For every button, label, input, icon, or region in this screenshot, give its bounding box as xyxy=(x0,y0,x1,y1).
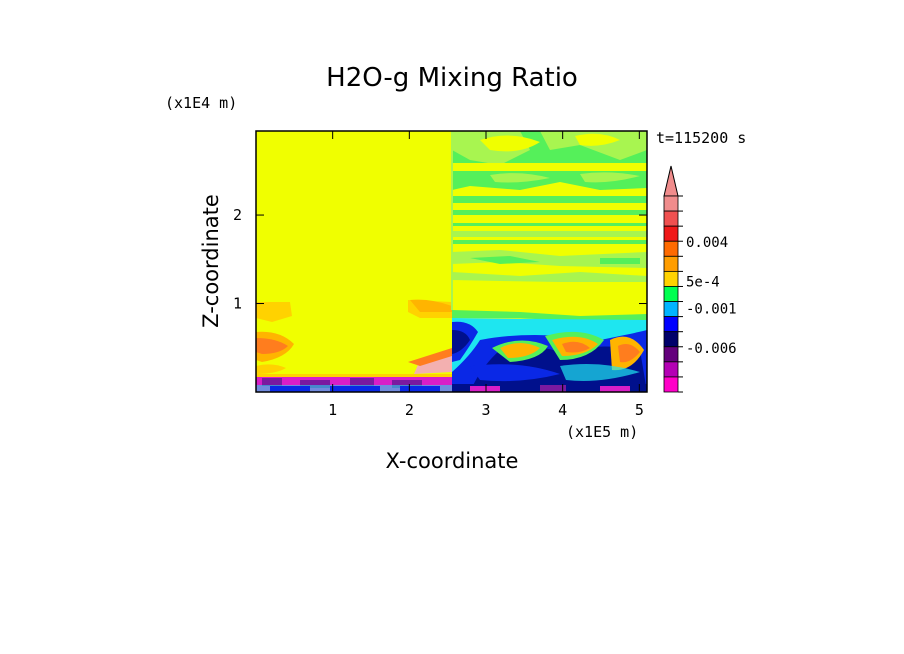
time-label: t=115200 s xyxy=(656,129,746,147)
plot-area xyxy=(256,131,647,392)
colorbar-segment xyxy=(663,286,679,302)
colorbar-extend-arrow xyxy=(663,165,679,197)
x-tick-label: 5 xyxy=(635,401,644,419)
x-axis: 1 2 3 4 5 xyxy=(328,131,644,419)
y-tick-label: 1 xyxy=(233,295,242,313)
colorbar-segment xyxy=(663,376,679,393)
colorbar-segment xyxy=(663,301,679,318)
upper-green-bands xyxy=(452,131,647,282)
y-axis-label: Z-coordinate xyxy=(199,194,223,328)
colorbar-label: 5e-4 xyxy=(686,274,720,290)
colorbar-label: -0.006 xyxy=(686,341,737,357)
plot-frame xyxy=(255,130,648,393)
colorbar-segment xyxy=(663,195,679,212)
colorbar-segment xyxy=(663,346,679,363)
x-tick-label: 2 xyxy=(405,401,414,419)
x-tick-label: 1 xyxy=(328,401,337,419)
y-axis: 12 xyxy=(233,206,647,313)
left-orange-blobs xyxy=(256,299,452,378)
colorbar-label: -0.001 xyxy=(686,302,737,318)
x-scale-label: (x1E5 m) xyxy=(566,423,638,441)
colorbar-segment xyxy=(663,361,679,378)
left-bottom-layer xyxy=(256,377,452,392)
colorbar-segment xyxy=(663,316,679,333)
colorbar-segment xyxy=(663,240,679,257)
colorbar-segment xyxy=(663,225,679,242)
x-axis-label: X-coordinate xyxy=(386,449,519,473)
colorbar-segment xyxy=(663,331,679,348)
y-scale-label: (x1E4 m) xyxy=(165,94,237,112)
colorbar-segment xyxy=(663,255,679,272)
y-tick-label: 2 xyxy=(233,206,242,224)
colorbar-segment xyxy=(663,270,679,287)
colorbar-segment xyxy=(663,210,679,227)
right-lower-layer xyxy=(452,310,647,392)
chart-title: H2O-g Mixing Ratio xyxy=(326,63,578,93)
colorbar: 0.004 5e-4 -0.001 -0.006 xyxy=(663,165,737,393)
x-tick-label: 3 xyxy=(481,401,490,419)
colorbar-label: 0.004 xyxy=(686,235,728,251)
x-tick-label: 4 xyxy=(558,401,567,419)
